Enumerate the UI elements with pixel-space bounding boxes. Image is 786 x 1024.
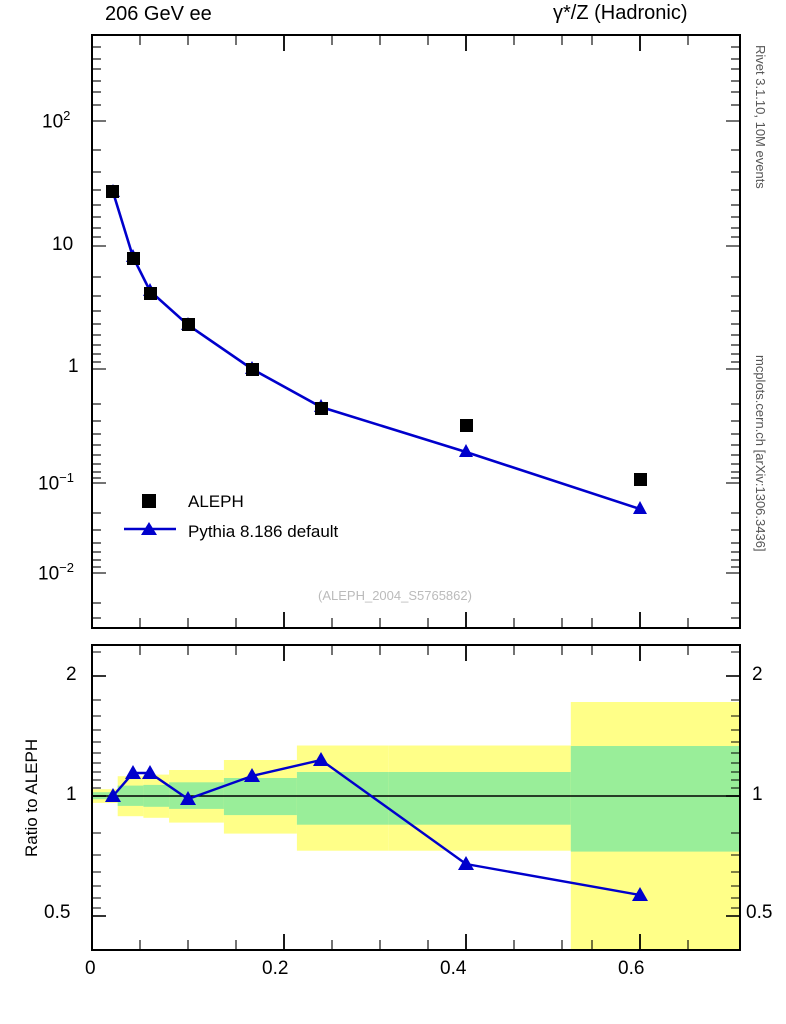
- legend-label-pythia: Pythia 8.186 default: [188, 522, 339, 541]
- analysis-id-watermark: (ALEPH_2004_S5765862): [318, 588, 472, 603]
- legend-marker-triangle: [141, 522, 157, 535]
- band-1sigma: [92, 746, 740, 852]
- legend-label-aleph: ALEPH: [188, 492, 244, 511]
- ratio-ytick-0.5-left: 0.5: [44, 902, 71, 923]
- band-2sigma: [92, 702, 740, 950]
- ratio-panel-frame: [91, 644, 741, 951]
- xtick-0.6: 0.6: [618, 958, 645, 979]
- main-ytick-10: 10: [52, 234, 74, 255]
- main-ytick-1: 1: [68, 356, 79, 377]
- ratio-ytick-1-left: 1: [66, 784, 77, 805]
- xtick-0.2: 0.2: [262, 958, 289, 979]
- ratio-x-ticks: [91, 645, 689, 950]
- main-ytick-0.1: 10−1: [38, 470, 74, 495]
- xtick-0.4: 0.4: [440, 958, 467, 979]
- main-ytick-100: 102: [42, 108, 71, 133]
- ratio-ytick-0.5-right: 0.5: [746, 902, 773, 923]
- main-panel-frame: [91, 34, 741, 629]
- ratio-y-ticks: [92, 651, 740, 917]
- legend-marker-square: [142, 494, 156, 508]
- main-y-ticks: [92, 46, 740, 619]
- ratio-uncertainty-bands: [92, 702, 740, 950]
- ratio-ytick-2-right: 2: [752, 664, 763, 685]
- ratio-ytick-1-right: 1: [752, 784, 763, 805]
- main-x-ticks: [91, 35, 689, 628]
- main-ytick-0.01: 10−2: [38, 560, 74, 585]
- header-right-title: γ*/Z (Hadronic): [553, 2, 688, 24]
- ratio-mc-markers: [105, 752, 648, 901]
- xtick-0: 0: [85, 958, 96, 979]
- header-left-title: 206 GeV ee: [105, 3, 212, 25]
- main-mc-curve: [111, 191, 641, 511]
- main-mc-markers: [106, 184, 647, 514]
- ratio-ytick-2-left: 2: [66, 664, 77, 685]
- main-data-markers: [106, 185, 647, 486]
